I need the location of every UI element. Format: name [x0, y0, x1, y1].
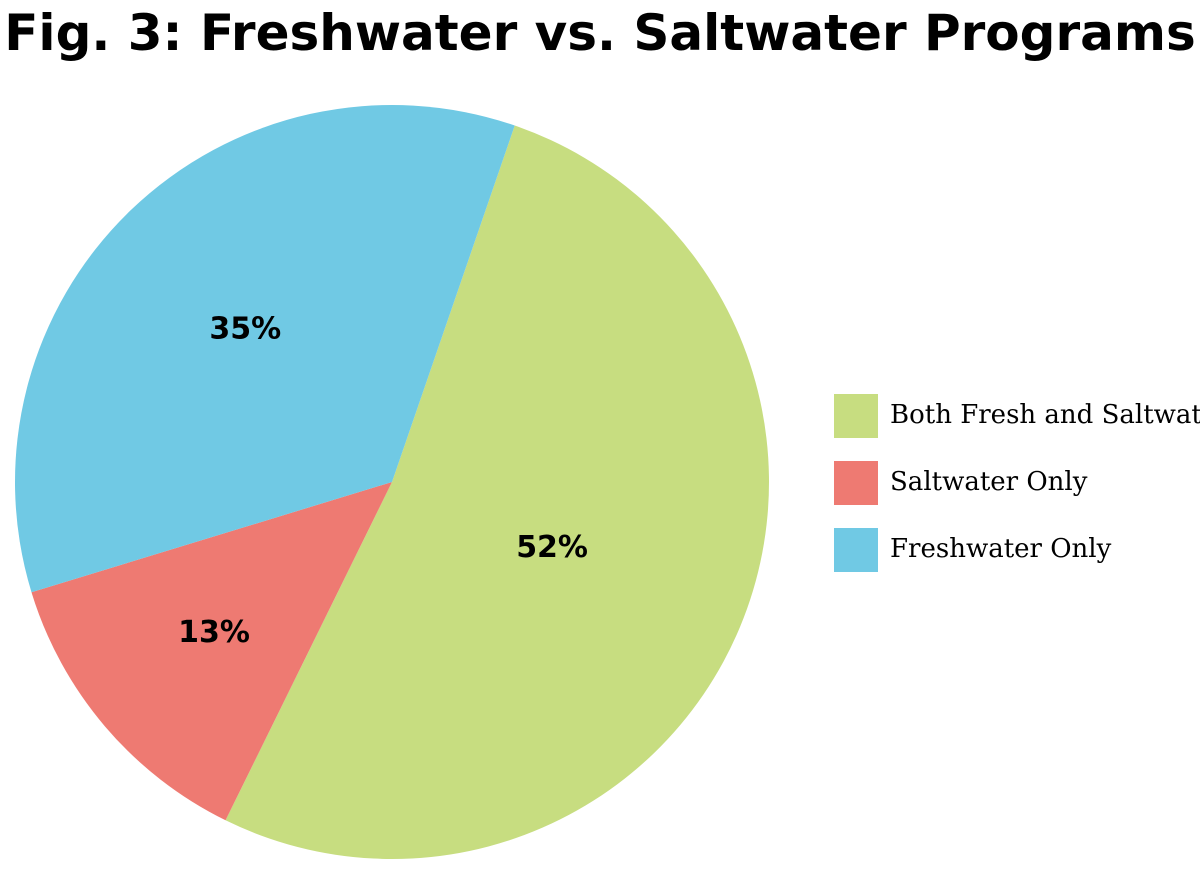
pie-slice-labels: 52% 13% 35%	[178, 312, 588, 650]
legend-swatch-freshwater-only	[834, 528, 878, 572]
chart-title: Fig. 3: Freshwater vs. Saltwater Program…	[4, 4, 1195, 62]
pie-slice-both-fresh-and-saltwater	[225, 125, 770, 860]
chart-legend: Both Fresh and Saltwater Saltwater Only Fr…	[834, 394, 1200, 572]
pie-slice-saltwater-only	[31, 482, 392, 821]
pie-slices	[14, 104, 770, 860]
legend-label-freshwater-only: Freshwater Only	[890, 534, 1112, 564]
pie-slice-label-both-fresh-and-saltwater: 52%	[516, 530, 588, 565]
legend-swatch-both-fresh-and-saltwater	[834, 394, 878, 438]
legend-label-both-fresh-and-saltwater: Both Fresh and Saltwater	[890, 400, 1200, 430]
legend-swatch-saltwater-only	[834, 461, 878, 505]
pie-slice-label-saltwater-only: 13%	[178, 615, 250, 650]
pie-slice-freshwater-only	[14, 104, 515, 593]
legend-label-saltwater-only: Saltwater Only	[890, 467, 1088, 497]
pie-slice-label-freshwater-only: 35%	[209, 312, 281, 347]
